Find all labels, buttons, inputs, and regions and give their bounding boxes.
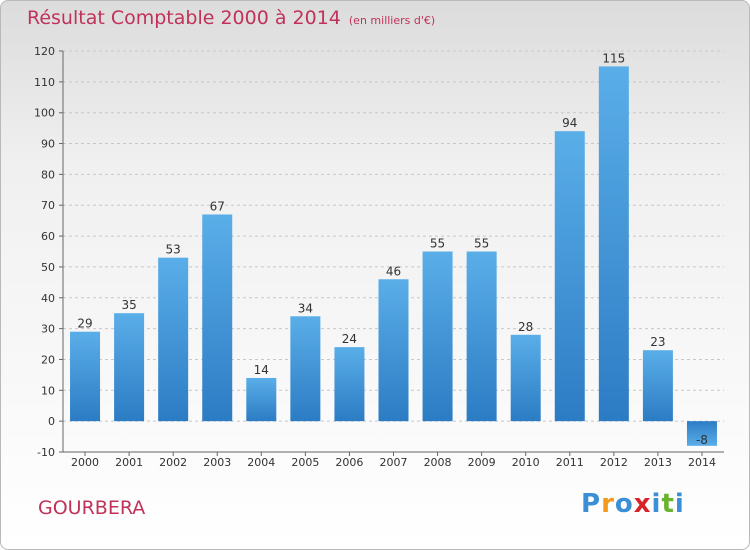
logo-letter: t (661, 489, 675, 519)
bar (334, 347, 365, 422)
y-tick-label: 10 (41, 384, 55, 397)
x-tick-label: 2007 (380, 456, 408, 469)
x-tick-label: 2002 (159, 456, 187, 469)
bar (158, 257, 189, 422)
bar (114, 313, 145, 422)
bar-value-label: 55 (474, 237, 489, 251)
y-tick-label: 110 (34, 76, 55, 89)
bar-value-label: 29 (77, 317, 92, 331)
y-tick-label: 100 (34, 107, 55, 120)
y-tick-label: 0 (48, 415, 55, 428)
x-tick-label: 2000 (71, 456, 99, 469)
x-tick-label: 2009 (468, 456, 496, 469)
bar-value-label: 53 (166, 243, 181, 257)
bar (466, 251, 497, 422)
y-tick-label: 50 (41, 261, 55, 274)
y-tick-label: 90 (41, 138, 55, 151)
logo-letter: x (633, 489, 652, 519)
y-tick-label: 40 (41, 292, 55, 305)
bar (202, 214, 233, 422)
logo-letter: P (581, 489, 602, 519)
y-tick-label: 60 (41, 230, 55, 243)
bar-value-label: 115 (602, 51, 625, 65)
chart-title-main: Résultat Comptable 2000 à 2014 (27, 7, 341, 29)
logo-letter: i (674, 489, 685, 519)
logo-letter: r (601, 489, 615, 519)
x-tick-label: 2014 (688, 456, 716, 469)
bar-value-label: 14 (254, 363, 269, 377)
y-tick-label: 20 (41, 353, 55, 366)
commune-name: GOURBERA (38, 497, 146, 519)
bar (686, 421, 717, 446)
bar (246, 377, 277, 422)
x-tick-label: 2008 (424, 456, 452, 469)
x-tick-label: 2010 (512, 456, 540, 469)
bar (554, 131, 585, 422)
bar-value-label: 23 (650, 335, 665, 349)
chart-title: Résultat Comptable 2000 à 2014 (en millie… (27, 7, 435, 29)
x-tick-label: 2005 (291, 456, 319, 469)
bar (422, 251, 453, 422)
bar (378, 279, 409, 422)
logo-letter: o (614, 489, 634, 519)
bar-value-label: 34 (298, 301, 313, 315)
chart-title-unit: (en milliers d'€) (348, 14, 436, 27)
bar (642, 350, 673, 422)
x-tick-label: 2011 (556, 456, 584, 469)
bar (290, 316, 321, 422)
x-tick-label: 2003 (203, 456, 231, 469)
logo-letter: i (651, 489, 662, 519)
bar-value-label: 94 (562, 116, 577, 130)
bar-value-label: 55 (430, 237, 445, 251)
bar (510, 334, 541, 422)
proxiti-logo: Proxiti (581, 489, 685, 519)
x-tick-label: 2001 (115, 456, 143, 469)
bar-value-label: 35 (121, 298, 136, 312)
bar (70, 331, 101, 422)
x-tick-label: 2012 (600, 456, 628, 469)
bar-value-label: 24 (342, 332, 357, 346)
x-tick-label: 2013 (644, 456, 672, 469)
y-tick-label: 70 (41, 199, 55, 212)
y-tick-label: 30 (41, 323, 55, 336)
y-tick-label: 120 (34, 45, 55, 58)
y-tick-label: 80 (41, 168, 55, 181)
bar-value-label: 46 (386, 264, 401, 278)
bar-value-label: 67 (210, 199, 225, 213)
x-tick-label: 2006 (335, 456, 363, 469)
bar (598, 66, 629, 422)
bar-value-label: -8 (696, 433, 708, 447)
bar-value-label: 28 (518, 320, 533, 334)
x-tick-label: 2004 (247, 456, 275, 469)
y-tick-label: -10 (37, 446, 55, 459)
